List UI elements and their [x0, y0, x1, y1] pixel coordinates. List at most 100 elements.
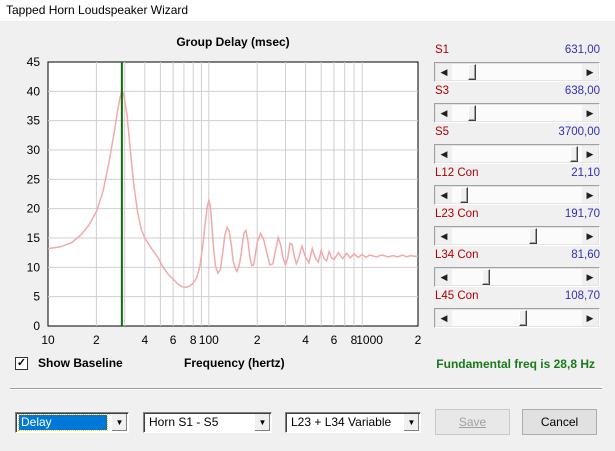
slider-thumb[interactable] — [519, 310, 527, 326]
mode-select-value: Delay — [18, 414, 108, 431]
x-tick-label: 1000 — [356, 333, 383, 347]
slider-label: L12 Con — [435, 167, 479, 179]
y-tick-label: 10 — [27, 260, 41, 274]
slider-label: L23 Con — [435, 208, 479, 220]
arrow-left-icon[interactable]: ◀ — [436, 64, 452, 80]
cancel-button[interactable]: Cancel — [522, 409, 597, 435]
arrow-left-icon[interactable]: ◀ — [436, 105, 452, 121]
arrow-right-icon[interactable]: ▶ — [582, 310, 598, 326]
slider-group: L45 Con 108,70 ◀ ▶ — [434, 290, 600, 328]
slider-header: L45 Con 108,70 — [434, 290, 600, 305]
group-delay-curve — [47, 87, 418, 289]
arrow-right-icon[interactable]: ▶ — [582, 187, 598, 203]
chevron-down-icon[interactable]: ▼ — [254, 414, 270, 431]
slider-group: S5 3700,00 ◀ ▶ — [434, 126, 600, 164]
chevron-down-icon[interactable]: ▼ — [111, 414, 127, 431]
x-tick-label: 8 — [351, 333, 358, 347]
window-title: Tapped Horn Loudspeaker Wizard — [6, 3, 189, 17]
chart-title: Group Delay (msec) — [176, 35, 289, 49]
separator — [10, 388, 602, 390]
slider-scrollbar[interactable]: ◀ ▶ — [434, 308, 600, 328]
slider-header: S5 3700,00 — [434, 126, 600, 141]
slider-scrollbar[interactable]: ◀ ▶ — [434, 226, 600, 246]
variable-select[interactable]: L23 + L34 Variable ▼ — [285, 412, 421, 433]
cancel-button-label: Cancel — [540, 415, 579, 429]
y-tick-label: 25 — [27, 172, 41, 186]
slider-thumb[interactable] — [460, 187, 468, 203]
arrow-left-icon[interactable]: ◀ — [436, 146, 452, 162]
y-tick-label: 35 — [27, 114, 41, 128]
slider-value: 3700,00 — [558, 126, 600, 138]
slider-thumb[interactable] — [468, 64, 476, 80]
slider-thumb[interactable] — [570, 146, 578, 162]
arrow-left-icon[interactable]: ◀ — [436, 187, 452, 203]
slider-value: 108,70 — [564, 290, 600, 302]
slider-value: 21,10 — [571, 167, 600, 179]
slider-header: S1 631,00 — [434, 44, 600, 59]
slider-scrollbar[interactable]: ◀ ▶ — [434, 144, 600, 164]
horn-select-value: Horn S1 - S5 — [149, 415, 219, 429]
arrow-right-icon[interactable]: ▶ — [582, 269, 598, 285]
y-tick-label: 5 — [33, 290, 40, 304]
save-button[interactable]: Save — [435, 409, 510, 435]
slider-scrollbar[interactable]: ◀ ▶ — [434, 267, 600, 287]
arrow-right-icon[interactable]: ▶ — [582, 146, 598, 162]
x-tick-label: 4 — [302, 333, 309, 347]
slider-header: L34 Con 81,60 — [434, 249, 600, 264]
slider-group: S1 631,00 ◀ ▶ — [434, 44, 600, 82]
x-tick-label: 10 — [41, 333, 55, 347]
x-tick-label: 100 — [199, 333, 219, 347]
slider-group: S3 638,00 ◀ ▶ — [434, 85, 600, 123]
arrow-right-icon[interactable]: ▶ — [582, 64, 598, 80]
arrow-left-icon[interactable]: ◀ — [436, 228, 452, 244]
save-button-label: Save — [458, 415, 487, 429]
plot-area — [47, 61, 419, 327]
chevron-down-icon[interactable]: ▼ — [403, 414, 419, 431]
y-tick-labels: 0 5 10 15 20 25 30 35 40 45 — [27, 55, 41, 333]
x-tick-label: 2 — [415, 333, 422, 347]
slider-value: 631,00 — [564, 44, 600, 56]
slider-header: S3 638,00 — [434, 85, 600, 100]
slider-value: 191,70 — [564, 208, 600, 220]
slider-scrollbar[interactable]: ◀ ▶ — [434, 62, 600, 82]
x-tick-label: 8 — [190, 333, 197, 347]
arrow-right-icon[interactable]: ▶ — [582, 228, 598, 244]
frequency-axis-label: Frequency (hertz) — [184, 356, 285, 370]
slider-label: S1 — [435, 44, 450, 56]
arrow-left-icon[interactable]: ◀ — [436, 269, 452, 285]
slider-label: L45 Con — [435, 290, 479, 302]
x-tick-label: 6 — [331, 333, 338, 347]
slider-group: L34 Con 81,60 ◀ ▶ — [434, 249, 600, 287]
slider-scrollbar[interactable]: ◀ ▶ — [434, 185, 600, 205]
horn-select[interactable]: Horn S1 - S5 ▼ — [143, 412, 272, 433]
slider-thumb[interactable] — [529, 228, 537, 244]
slider-scrollbar[interactable]: ◀ ▶ — [434, 103, 600, 123]
fundamental-frequency-text: Fundamental freq is 28,8 Hz — [436, 357, 595, 371]
y-tick-label: 15 — [27, 231, 41, 245]
slider-thumb[interactable] — [482, 269, 490, 285]
x-tick-label: 6 — [170, 333, 177, 347]
slider-value: 81,60 — [571, 249, 600, 261]
slider-value: 638,00 — [564, 85, 600, 97]
arrow-left-icon[interactable]: ◀ — [436, 310, 452, 326]
y-tick-label: 0 — [33, 319, 40, 333]
y-tick-label: 45 — [27, 55, 41, 69]
x-tick-label: 2 — [93, 333, 100, 347]
y-tick-label: 30 — [27, 143, 41, 157]
show-baseline-label[interactable]: Show Baseline — [38, 356, 123, 370]
y-tick-label: 40 — [27, 84, 41, 98]
slider-thumb[interactable] — [468, 105, 476, 121]
variable-select-value: L23 + L34 Variable — [291, 415, 392, 429]
slider-label: S3 — [435, 85, 450, 97]
arrow-right-icon[interactable]: ▶ — [582, 105, 598, 121]
slider-group: L23 Con 191,70 ◀ ▶ — [434, 208, 600, 246]
slider-label: S5 — [435, 126, 450, 138]
mode-select[interactable]: Delay ▼ — [15, 412, 129, 433]
show-baseline-checkbox[interactable]: ✓ — [15, 357, 28, 370]
slider-header: L23 Con 191,70 — [434, 208, 600, 223]
slider-header: L12 Con 21,10 — [434, 167, 600, 182]
slider-group: L12 Con 21,10 ◀ ▶ — [434, 167, 600, 205]
y-tick-label: 20 — [27, 202, 41, 216]
grid-lines — [48, 62, 418, 326]
